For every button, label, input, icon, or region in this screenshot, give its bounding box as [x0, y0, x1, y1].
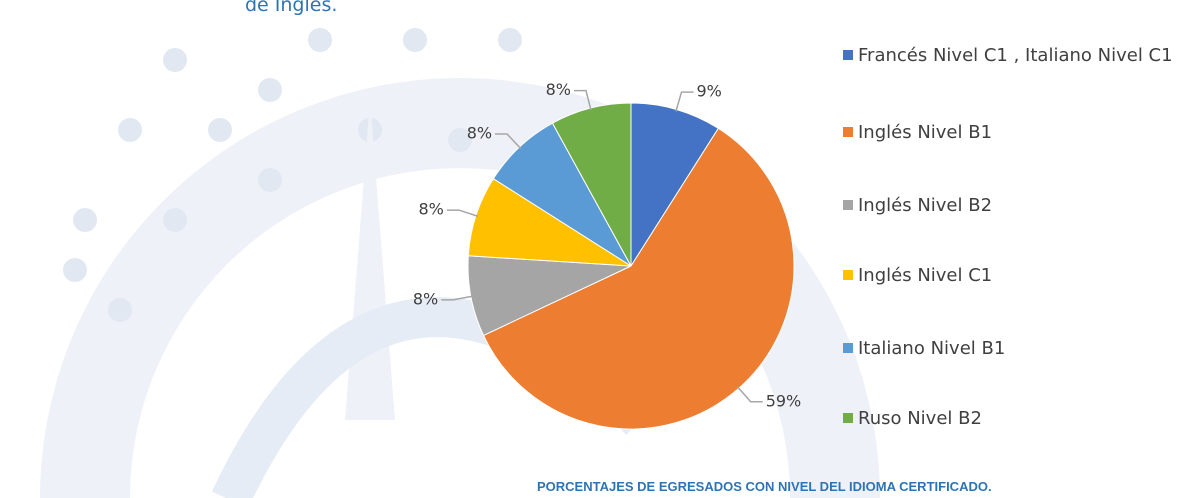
- data-label: 8%: [413, 289, 438, 308]
- leader-line: [736, 386, 763, 403]
- top-text: de Inglés.: [245, 0, 338, 16]
- data-label: 9%: [696, 82, 721, 101]
- data-label: 8%: [467, 124, 492, 143]
- caption: PORCENTAJES DE EGRESADOS CON NIVEL DEL I…: [537, 479, 992, 494]
- legend-swatch: [843, 343, 853, 353]
- data-label: 8%: [418, 200, 443, 219]
- legend-item: Italiano Nivel B1: [843, 335, 1198, 362]
- legend-label: Inglés Nivel C1: [858, 265, 993, 286]
- legend-item: Inglés Nivel B2: [843, 192, 1198, 219]
- legend-label: Ruso Nivel B2: [858, 408, 982, 429]
- leader-line: [675, 91, 694, 112]
- legend-label: Francés Nivel C1 , Italiano Nivel C1: [858, 45, 1173, 66]
- leader-line: [573, 89, 592, 111]
- legend-swatch: [843, 127, 853, 137]
- legend-item: Inglés Nivel C1: [843, 262, 1198, 289]
- legend-label: Inglés Nivel B1: [858, 122, 993, 143]
- leader-line: [446, 209, 479, 217]
- legend-swatch: [843, 200, 853, 210]
- legend-swatch: [843, 50, 853, 60]
- leader-line: [495, 133, 522, 150]
- leader-line: [441, 295, 473, 301]
- legend-swatch: [843, 413, 853, 423]
- legend-swatch: [843, 270, 853, 280]
- legend-item: Inglés Nivel B1: [843, 119, 1198, 146]
- data-label: 8%: [546, 80, 571, 99]
- legend-label: Italiano Nivel B1: [858, 338, 1006, 359]
- background-stars: [63, 28, 522, 322]
- legend-item: Francés Nivel C1 , Italiano Nivel C1: [843, 42, 1198, 69]
- legend-label: Inglés Nivel B2: [858, 195, 993, 216]
- legend-item: Ruso Nivel B2: [843, 405, 1198, 432]
- data-label: 59%: [766, 391, 802, 410]
